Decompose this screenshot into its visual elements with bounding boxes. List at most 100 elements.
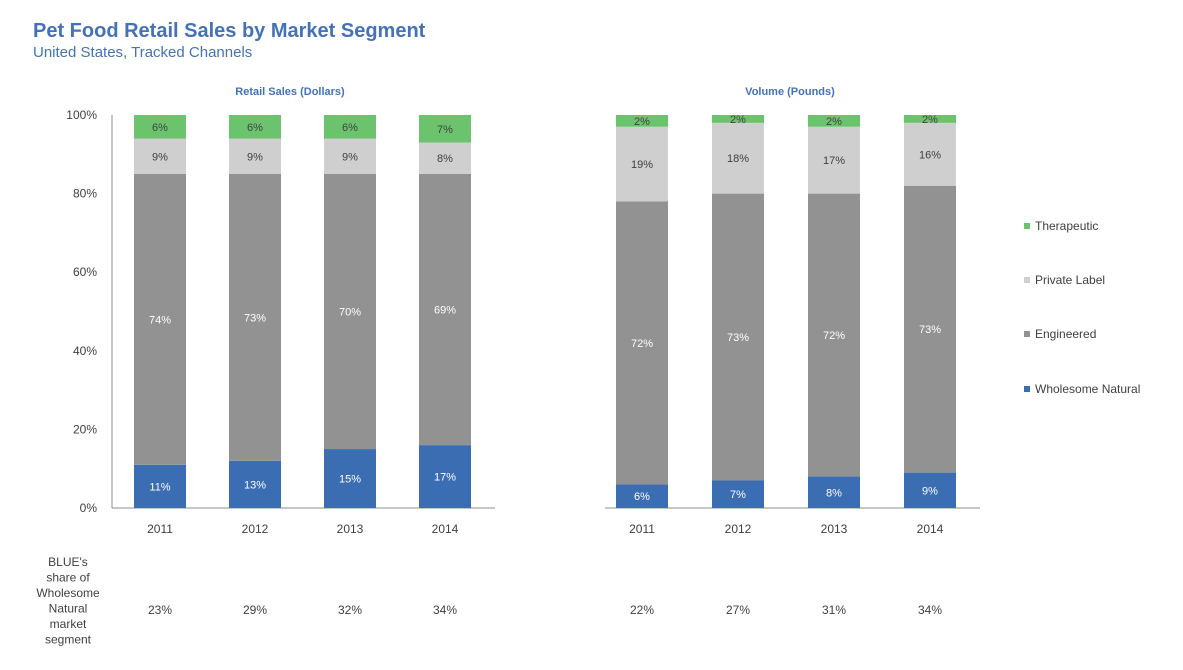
data-label: 7% — [437, 124, 453, 136]
data-label: 74% — [149, 314, 171, 326]
data-label: 6% — [634, 491, 650, 503]
x-tick-label: 2012 — [725, 522, 752, 536]
bar-segment-wholesome-natural — [229, 460, 281, 508]
x-tick-label: 2014 — [432, 522, 459, 536]
bar-segment-private-label — [616, 126, 668, 202]
bar-segment-engineered — [808, 193, 860, 477]
bar-segment-therapeutic — [616, 115, 668, 127]
data-label: 16% — [919, 149, 941, 161]
blue-share-value: 29% — [243, 603, 267, 617]
blue-share-value: 34% — [433, 603, 457, 617]
blue-share-value: 22% — [630, 603, 654, 617]
data-label: 6% — [152, 122, 168, 134]
bar-segment-wholesome-natural — [808, 476, 860, 508]
bar-segment-private-label — [808, 126, 860, 194]
share-row-label: Wholesome — [36, 586, 100, 600]
blue-share-value: 34% — [918, 603, 942, 617]
data-label: 9% — [247, 151, 263, 163]
bar-segment-engineered — [616, 201, 668, 485]
y-tick-label: 100% — [66, 108, 97, 122]
bar-segment-therapeutic — [904, 115, 956, 123]
bar-segment-private-label — [324, 138, 376, 174]
blue-share-value: 31% — [822, 603, 846, 617]
data-label: 69% — [434, 305, 456, 317]
share-row-label: Natural — [49, 602, 88, 616]
data-label: 2% — [922, 114, 938, 126]
x-tick-label: 2014 — [917, 522, 944, 536]
data-label: 19% — [631, 159, 653, 171]
blue-share-value: 23% — [148, 603, 172, 617]
data-label: 2% — [634, 116, 650, 128]
data-label: 6% — [342, 122, 358, 134]
bar-segment-therapeutic — [712, 115, 764, 123]
data-label: 9% — [922, 485, 938, 497]
bar-segment-private-label — [229, 138, 281, 174]
data-label: 13% — [244, 479, 266, 491]
data-label: 73% — [727, 332, 749, 344]
bar-segment-private-label — [712, 122, 764, 194]
data-label: 72% — [823, 330, 845, 342]
data-label: 17% — [823, 155, 845, 167]
y-tick-label: 60% — [73, 265, 97, 279]
chart-title: Pet Food Retail Sales by Market Segment — [33, 20, 426, 42]
panel-title: Volume (Pounds) — [745, 86, 835, 98]
x-tick-label: 2011 — [147, 522, 173, 536]
legend-swatch-private-label — [1024, 277, 1030, 283]
data-label: 73% — [244, 312, 266, 324]
y-tick-label: 20% — [73, 422, 97, 436]
bar-segment-engineered — [229, 173, 281, 461]
y-tick-label: 40% — [73, 344, 97, 358]
legend-label: Private Label — [1035, 273, 1105, 287]
data-label: 2% — [826, 116, 842, 128]
legend-label: Wholesome Natural — [1035, 382, 1140, 396]
bar-segment-private-label — [419, 142, 471, 174]
x-tick-label: 2013 — [821, 522, 848, 536]
data-label: 9% — [152, 151, 168, 163]
legend-swatch-wholesome-natural — [1024, 386, 1030, 392]
share-row-label: market — [50, 617, 87, 631]
bar-segment-engineered — [324, 173, 376, 450]
y-tick-label: 80% — [73, 187, 97, 201]
bar-segment-engineered — [904, 185, 956, 473]
data-label: 70% — [339, 307, 361, 319]
data-label: 7% — [730, 489, 746, 501]
legend-swatch-therapeutic — [1024, 223, 1030, 229]
share-row-label: segment — [45, 633, 92, 647]
x-tick-label: 2012 — [242, 522, 269, 536]
data-label: 9% — [342, 151, 358, 163]
data-label: 6% — [247, 122, 263, 134]
bar-segment-wholesome-natural — [324, 449, 376, 508]
bar-segment-engineered — [134, 173, 186, 465]
data-label: 11% — [149, 481, 170, 493]
bar-segment-private-label — [134, 138, 186, 174]
bar-segment-therapeutic — [419, 115, 471, 143]
blue-share-value: 32% — [338, 603, 362, 617]
bar-segment-private-label — [904, 122, 956, 186]
data-label: 17% — [434, 472, 456, 484]
bar-segment-engineered — [419, 173, 471, 446]
bar-segment-therapeutic — [229, 115, 281, 139]
y-tick-label: 0% — [80, 501, 98, 515]
legend-swatch-engineered — [1024, 331, 1030, 337]
bar-segment-therapeutic — [324, 115, 376, 139]
legend-label: Engineered — [1035, 327, 1096, 341]
blue-share-value: 27% — [726, 603, 750, 617]
data-label: 18% — [727, 153, 749, 165]
data-label: 8% — [437, 153, 453, 165]
bar-segment-wholesome-natural — [616, 484, 668, 508]
legend-label: Therapeutic — [1035, 219, 1098, 233]
data-label: 2% — [730, 114, 746, 126]
share-row-label: share of — [46, 571, 90, 585]
panel-title: Retail Sales (Dollars) — [235, 86, 345, 98]
data-label: 15% — [339, 474, 361, 486]
bar-segment-therapeutic — [134, 115, 186, 139]
x-tick-label: 2013 — [337, 522, 364, 536]
chart-subtitle: United States, Tracked Channels — [33, 44, 253, 61]
share-row-label: BLUE's — [48, 555, 88, 569]
data-label: 8% — [826, 487, 842, 499]
bar-segment-wholesome-natural — [712, 480, 764, 508]
bar-segment-wholesome-natural — [134, 464, 186, 508]
bar-segment-wholesome-natural — [904, 472, 956, 508]
x-tick-label: 2011 — [629, 522, 655, 536]
